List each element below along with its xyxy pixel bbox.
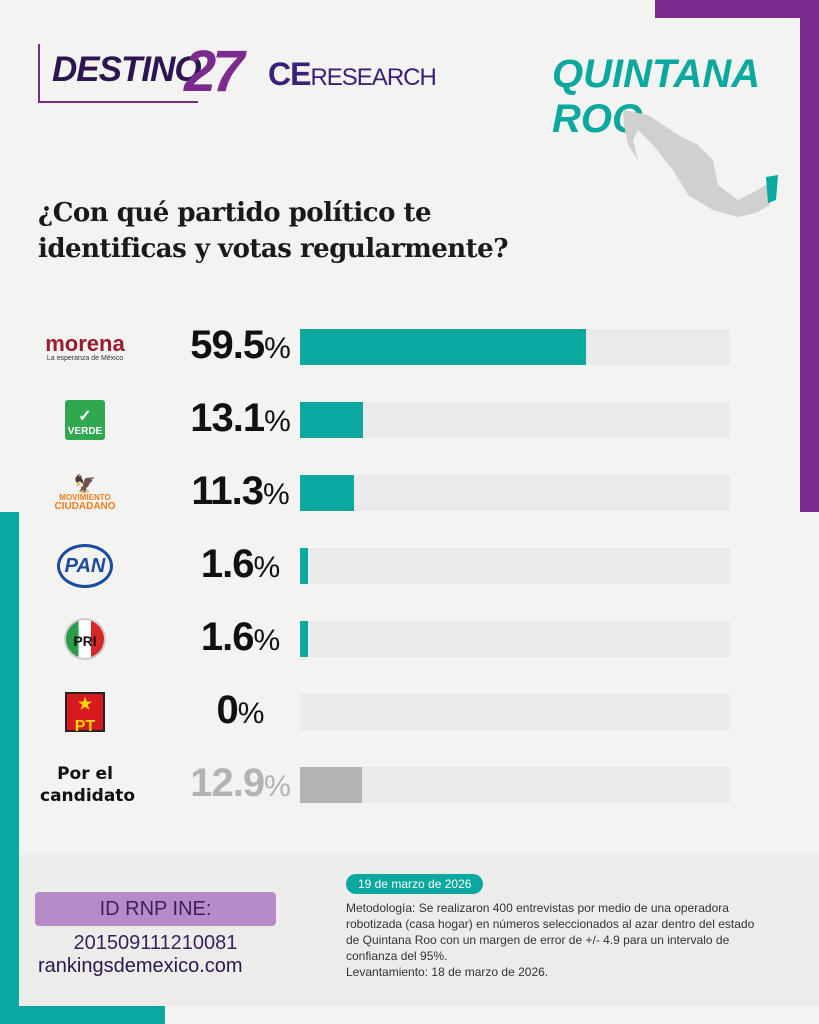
purple-frame-right <box>800 0 819 512</box>
bar-row: ★ PT 0% <box>30 688 770 735</box>
value-label: 1.6% <box>170 542 310 587</box>
bar-track <box>300 767 730 803</box>
value-label: 13.1% <box>170 396 310 441</box>
value-unit: % <box>264 332 291 365</box>
pri-logo: PRI <box>64 618 106 660</box>
ce-light: RESEARCH <box>310 64 436 91</box>
morena-tagline: La esperanza de México <box>46 354 124 362</box>
bar <box>300 767 362 803</box>
value-number: 1.6 <box>200 615 255 659</box>
pt-label: PT <box>74 718 96 735</box>
value-unit: % <box>237 697 265 730</box>
mc-logo: 🦅 MOVIMIENTO CIUDADANO <box>54 474 116 512</box>
mc-label2: CIUDADANO <box>54 501 116 512</box>
ce-bold: CE <box>268 56 311 92</box>
verde-logo: ✓ VERDE <box>65 400 105 440</box>
value-unit: % <box>264 405 291 438</box>
methodology: Metodología: Se realizaron 400 entrevist… <box>346 900 766 980</box>
verde-label: VERDE <box>67 426 103 437</box>
party-logo: PAN <box>30 544 140 588</box>
value-label: 1.6% <box>170 615 310 660</box>
bar-track <box>300 621 730 657</box>
value-label: 59.5% <box>170 323 310 368</box>
value-label: 12.9% <box>170 761 310 806</box>
bar <box>300 329 586 365</box>
bar-row: Por el candidato 12.9% <box>30 761 770 806</box>
bar-track <box>300 402 730 438</box>
question-title: ¿Con qué partido político te identificas… <box>38 198 508 264</box>
value-number: 13.1 <box>190 396 265 440</box>
mexico-map-icon <box>623 110 778 217</box>
bar-track <box>300 475 730 511</box>
methodology-text: Metodología: Se realizaron 400 entrevist… <box>346 901 755 963</box>
value-number: 1.6 <box>200 542 255 586</box>
website-link[interactable]: rankingsdemexico.com <box>38 955 243 977</box>
party-logo: 🦅 MOVIMIENTO CIUDADANO <box>30 473 140 513</box>
value-number: 11.3 <box>191 469 264 513</box>
value-unit: % <box>262 478 290 511</box>
purple-frame-top <box>655 0 819 18</box>
bar-track <box>300 694 730 730</box>
destino-logo-frame <box>38 44 198 103</box>
party-logo: Por el candidato <box>30 764 140 806</box>
value-number: 0 <box>216 688 239 732</box>
teal-frame-bottom <box>0 1006 165 1024</box>
party-logo: ✓ VERDE <box>30 400 140 440</box>
value-unit: % <box>264 770 291 803</box>
value-label: 0% <box>170 688 310 733</box>
bar <box>300 402 363 438</box>
date-badge: 19 de marzo de 2026 <box>346 874 484 894</box>
pt-logo: ★ PT <box>65 692 105 735</box>
bar-track <box>300 329 730 365</box>
party-logo: morena La esperanza de México <box>30 327 140 367</box>
bar <box>300 621 308 657</box>
bar-row: morena La esperanza de México 59.5% <box>30 323 770 367</box>
bar <box>300 475 355 511</box>
mc-label1: MOVIMIENTO <box>59 493 111 502</box>
party-logo: PRI <box>30 618 140 660</box>
bar-track <box>300 548 730 584</box>
bar-row: PRI 1.6% <box>30 615 770 660</box>
bar-row: PAN 1.6% <box>30 542 770 588</box>
value-unit: % <box>253 624 280 657</box>
value-unit: % <box>253 551 280 584</box>
party-logo: ★ PT <box>30 692 140 735</box>
value-label: 11.3% <box>170 469 310 514</box>
pan-logo: PAN <box>57 544 113 588</box>
value-number: 59.5 <box>190 323 265 367</box>
value-number: 12.9 <box>190 761 265 805</box>
morena-logo: morena <box>45 330 125 356</box>
destino-27: 27 <box>184 39 244 104</box>
candidate-label: Por el candidato <box>40 764 136 806</box>
destino-logo: DESTINO <box>52 50 202 89</box>
ce-research-logo: CERESEARCH <box>268 56 437 93</box>
fieldwork-date: Levantamiento: 18 de marzo de 2026. <box>346 965 549 979</box>
bar <box>300 548 308 584</box>
bar-row: 🦅 MOVIMIENTO CIUDADANO 11.3% <box>30 469 770 513</box>
rnp-id-badge: ID RNP INE: 201509111210081 <box>35 892 276 954</box>
teal-frame-left <box>0 512 19 1024</box>
bar-row: ✓ VERDE 13.1% <box>30 396 770 440</box>
